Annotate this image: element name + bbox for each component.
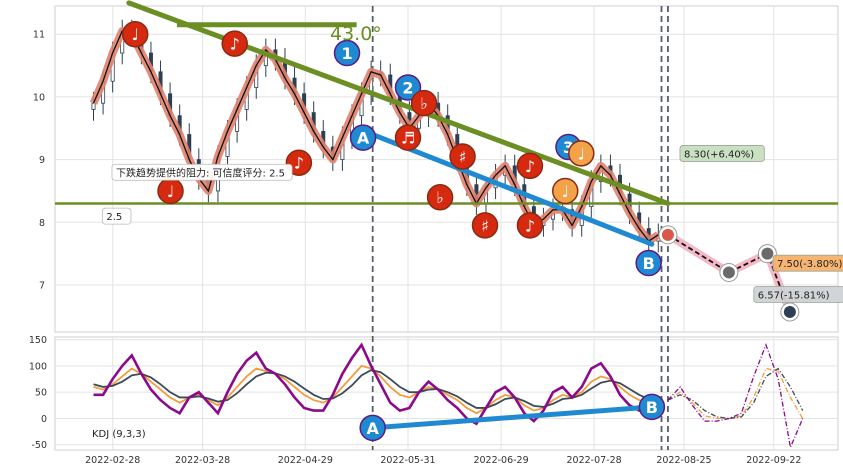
indicator-y-tick-label: 100	[29, 361, 47, 372]
indicator-label: KDJ (9,3,3)	[92, 429, 146, 440]
pattern-marker-label: ♩	[167, 182, 175, 201]
kdj-line-j	[93, 342, 660, 426]
forecast-point	[722, 266, 735, 279]
pattern-marker-label: ♭	[436, 188, 444, 207]
indicator-trendline	[370, 404, 655, 431]
annotation-box	[753, 286, 843, 303]
annotation-text: 8.30(+6.40%)	[684, 149, 754, 160]
annotation-text: 7.50(-3.80%)	[777, 259, 843, 270]
trend-lines	[55, 0, 838, 247]
pattern-marker-label: ♭	[420, 94, 428, 113]
pattern-marker	[221, 30, 248, 57]
indicator-y-tick-label: 150	[29, 335, 47, 346]
pattern-marker-label: A	[366, 419, 379, 438]
x-tick-label: 2022-05-31	[380, 455, 435, 466]
kdj-forecast-line-j	[667, 343, 804, 450]
pattern-marker-label: ♬	[401, 129, 415, 148]
pattern-marker	[394, 74, 422, 101]
price-y-tick-label: 8	[39, 218, 45, 229]
annotation-box	[772, 254, 843, 272]
price-y-ticks: 7 8 9 10 11	[33, 30, 45, 292]
pattern-marker-label: ♯	[459, 147, 467, 166]
pattern-marker-label: B	[643, 254, 655, 273]
indicator-y-tick-label: 50	[35, 388, 47, 399]
pattern-marker	[410, 89, 438, 117]
angle-label: 43.0°	[330, 23, 382, 45]
forecast-point	[761, 247, 774, 260]
pattern-marker-label: B	[646, 398, 658, 417]
pattern-marker-label: ♩	[561, 182, 569, 201]
annotation-text: 2.5	[106, 212, 122, 223]
pattern-marker	[516, 212, 544, 239]
pattern-marker	[349, 124, 377, 151]
pattern-marker	[471, 212, 499, 239]
pattern-marker-label: 1	[341, 44, 352, 63]
price-y-tick-label: 11	[33, 30, 45, 41]
x-tick-label: 2022-08-25	[656, 455, 711, 466]
kdj-forecast-line-d	[667, 367, 804, 420]
indicator-y-ticks: -50 0 50 100 150	[29, 335, 47, 451]
price-y-tick-label: 7	[39, 280, 45, 291]
downtrend-line	[126, 0, 671, 206]
annotation-text: 下跌趋势提供的阻力: 可信度评分: 2.5	[116, 166, 285, 179]
forecast-point	[661, 228, 674, 241]
forecast-dashed-line	[667, 234, 791, 313]
pattern-marker	[516, 152, 544, 180]
kdj-lines	[93, 342, 804, 450]
pattern-marker	[449, 143, 476, 170]
annotation-box	[679, 145, 765, 162]
forecast-point	[783, 305, 796, 318]
pattern-marker-label: ♪	[525, 157, 535, 176]
pattern-marker-label: A	[357, 129, 370, 148]
pattern-marker-label: ♪	[230, 35, 240, 54]
x-tick-label: 2022-09-22	[746, 455, 801, 466]
pattern-marker-label: ♯	[481, 216, 489, 235]
pattern-marker-label: 3	[563, 138, 574, 157]
pattern-marker	[551, 177, 579, 205]
pattern-marker-label: 2	[402, 79, 413, 98]
indicator-y-tick-label: -50	[31, 440, 47, 451]
forecast-path	[658, 225, 800, 322]
pattern-marker-label: ♪	[525, 216, 535, 235]
indicator-y-tick-label: 0	[41, 414, 47, 425]
annotation-box	[101, 207, 132, 225]
x-tick-label: 2022-04-29	[278, 455, 333, 466]
x-tick-label: 2022-02-28	[85, 455, 140, 466]
pattern-marker	[394, 124, 422, 151]
pattern-marker	[635, 249, 662, 277]
candle-body	[91, 102, 96, 110]
pattern-marker	[638, 393, 666, 421]
x-axis-ticks: 2022-02-28 2022-03-28 2022-04-29 2022-05-31…	[85, 455, 801, 466]
annotation-box	[111, 163, 293, 181]
x-tick-label: 2022-06-29	[473, 455, 528, 466]
annotation-text: 6.57(-15.81%)	[758, 291, 830, 302]
pattern-marker	[426, 183, 454, 211]
pattern-marker	[121, 20, 149, 48]
pattern-marker	[359, 414, 386, 442]
kdj-line-d	[93, 369, 659, 409]
pattern-marker	[333, 39, 361, 67]
x-tick-label: 2022-07-28	[567, 455, 622, 466]
trendline-a-b	[370, 132, 655, 247]
pattern-marker-label: ♩	[131, 25, 139, 44]
pattern-marker	[568, 140, 595, 167]
price-y-tick-label: 10	[33, 92, 45, 103]
price-y-tick-label: 9	[39, 155, 45, 166]
pattern-marker	[285, 149, 313, 176]
pattern-marker-label: ♪	[294, 154, 304, 173]
pattern-markers: ♩♩♪♪1A2♬♭♭♯♯♪♪3 ♩♩BAB	[121, 20, 666, 442]
annotations: 8.30(+6.40%) 7.50(-3.80%) 6.57(-15.81%) 下跌趋…	[101, 145, 843, 303]
x-tick-label: 2022-03-28	[175, 455, 230, 466]
pattern-marker-label: ♩	[578, 144, 586, 163]
